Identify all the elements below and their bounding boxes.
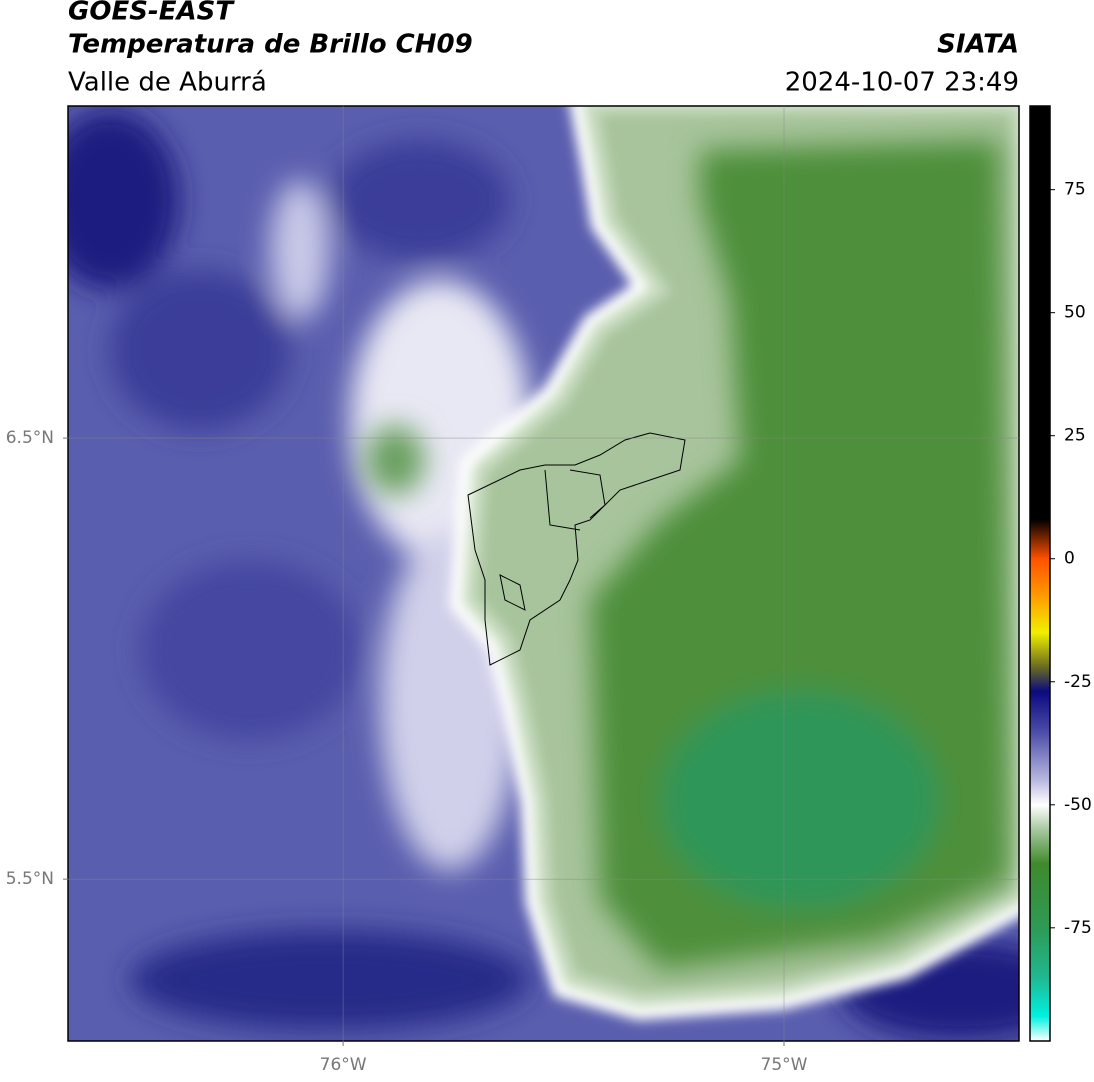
colorbar-tick-label: -75: [1064, 918, 1092, 938]
datetime: 2024-10-07 23:49: [785, 68, 1019, 98]
colorbar-tick-label: -25: [1064, 672, 1092, 692]
y-tick-label: 6.5°N: [6, 428, 54, 448]
colorbar: [1029, 105, 1051, 1042]
y-tick-label: 5.5°N: [6, 869, 54, 889]
colorbar-tick-label: 75: [1064, 180, 1086, 200]
x-tick-label: 75°W: [761, 1055, 808, 1075]
map-image: [68, 106, 1019, 1041]
colorbar-tick-label: 50: [1064, 303, 1086, 323]
colorbar-tick-label: 25: [1064, 426, 1086, 446]
colorbar-tick-label: -50: [1064, 795, 1092, 815]
colorbar-tick-label: 0: [1064, 549, 1075, 569]
x-tick-label: 76°W: [320, 1055, 367, 1075]
subtitle: Temperatura de Brillo CH09: [68, 30, 473, 60]
source: SIATA: [937, 30, 1019, 60]
title: GOES-EAST: [68, 0, 235, 27]
map-frame: [67, 105, 1020, 1042]
region: Valle de Aburrá: [68, 68, 267, 98]
